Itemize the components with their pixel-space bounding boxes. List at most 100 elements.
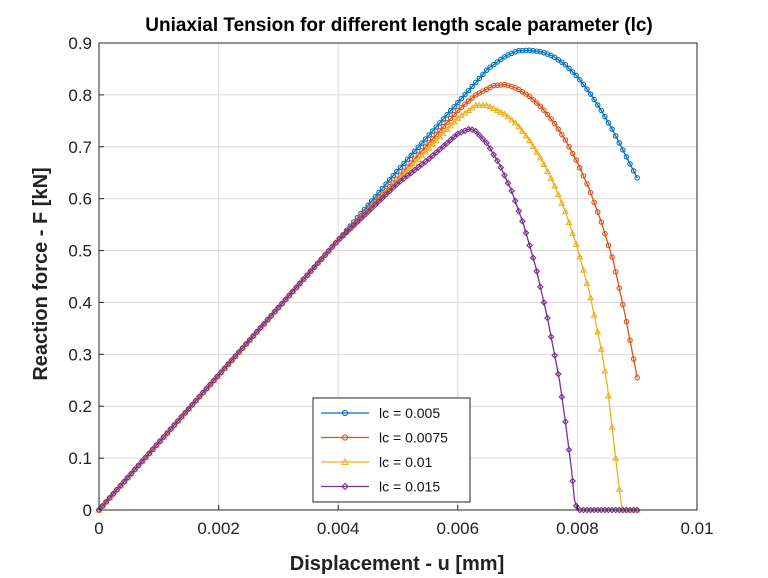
- data-point: [526, 47, 533, 54]
- data-point: [615, 485, 623, 492]
- data-point: [432, 149, 440, 156]
- data-point: [142, 454, 150, 461]
- legend-item: lc = 0.01: [321, 454, 433, 470]
- data-point: [455, 99, 461, 106]
- data-point: [547, 174, 555, 182]
- legend-item: lc = 0.015: [321, 479, 440, 495]
- data-point: [576, 253, 584, 260]
- data-point: [598, 107, 605, 114]
- data-point: [623, 318, 630, 325]
- data-point: [616, 285, 623, 291]
- data-point: [569, 477, 576, 485]
- data-point: [634, 374, 640, 381]
- data-point: [612, 133, 619, 139]
- data-point: [120, 478, 128, 486]
- data-point: [418, 151, 426, 159]
- data-point: [303, 271, 311, 279]
- data-point: [394, 168, 400, 175]
- data-point: [594, 328, 602, 335]
- data-point: [627, 337, 633, 344]
- data-point: [572, 502, 580, 510]
- data-point: [551, 54, 558, 61]
- data-point: [447, 121, 455, 129]
- data-point: [633, 506, 641, 514]
- data-point: [253, 328, 261, 336]
- plot-frame: [98, 42, 698, 511]
- data-point: [604, 392, 613, 399]
- data-point: [522, 132, 530, 139]
- data-point: [465, 87, 472, 94]
- data-point: [221, 364, 228, 372]
- data-point: [551, 120, 558, 127]
- data-point: [547, 333, 555, 341]
- y-tick-label: 0.9: [68, 34, 92, 53]
- data-point: [174, 417, 182, 425]
- data-point: [490, 82, 497, 89]
- data-point: [479, 135, 487, 143]
- data-point: [609, 126, 615, 132]
- data-point: [214, 373, 221, 380]
- data-point: [249, 332, 257, 340]
- data-point: [206, 381, 214, 388]
- y-tick-label: 0.2: [68, 397, 92, 416]
- series-4: [95, 125, 641, 514]
- data-point: [462, 91, 468, 98]
- data-point: [217, 369, 225, 376]
- data-point: [451, 111, 457, 118]
- data-point: [577, 77, 583, 83]
- data-point: [199, 389, 207, 397]
- data-point: [447, 115, 454, 122]
- data-point: [135, 462, 142, 469]
- data-point: [487, 64, 493, 70]
- data-point: [559, 131, 565, 138]
- data-point: [447, 108, 454, 114]
- data-point: [566, 65, 572, 72]
- data-point: [285, 292, 293, 299]
- data-point: [196, 393, 203, 401]
- data-point: [476, 75, 483, 82]
- data-point: [361, 211, 368, 219]
- data-point: [444, 112, 450, 118]
- data-point: [569, 150, 576, 157]
- data-point: [498, 56, 504, 63]
- data-point: [332, 239, 340, 247]
- y-tick-label: 0.6: [68, 190, 92, 209]
- data-point: [543, 167, 552, 175]
- data-point: [113, 486, 121, 494]
- legend-marker: [341, 434, 349, 441]
- data-point: [522, 229, 530, 237]
- data-point: [598, 219, 605, 225]
- data-point: [508, 187, 515, 195]
- data-point: [511, 119, 519, 126]
- data-point: [544, 314, 551, 322]
- data-point: [630, 356, 637, 362]
- data-point: [533, 48, 540, 54]
- data-point: [504, 112, 512, 120]
- data-point: [475, 131, 483, 139]
- data-point: [605, 120, 612, 126]
- legend-item: lc = 0.0075: [321, 430, 448, 446]
- data-point: [439, 129, 447, 136]
- data-point: [386, 177, 393, 183]
- data-point: [339, 232, 347, 239]
- y-tick-label: 0.1: [68, 449, 92, 468]
- data-point: [210, 377, 218, 384]
- data-point: [494, 59, 501, 65]
- data-point: [407, 169, 415, 177]
- data-point: [584, 86, 590, 92]
- data-point: [587, 294, 595, 301]
- x-tick-label: 0: [94, 519, 103, 538]
- data-point: [601, 367, 609, 374]
- legend-box: [312, 397, 471, 503]
- data-point: [267, 312, 275, 320]
- series-layer: [95, 47, 641, 514]
- data-point: [519, 47, 526, 54]
- data-point: [486, 144, 494, 152]
- data-point: [437, 120, 443, 126]
- data-point: [185, 405, 193, 413]
- data-point: [609, 254, 615, 260]
- data-point: [551, 351, 559, 359]
- data-point: [336, 235, 343, 243]
- data-point: [490, 151, 498, 158]
- data-point: [292, 284, 300, 291]
